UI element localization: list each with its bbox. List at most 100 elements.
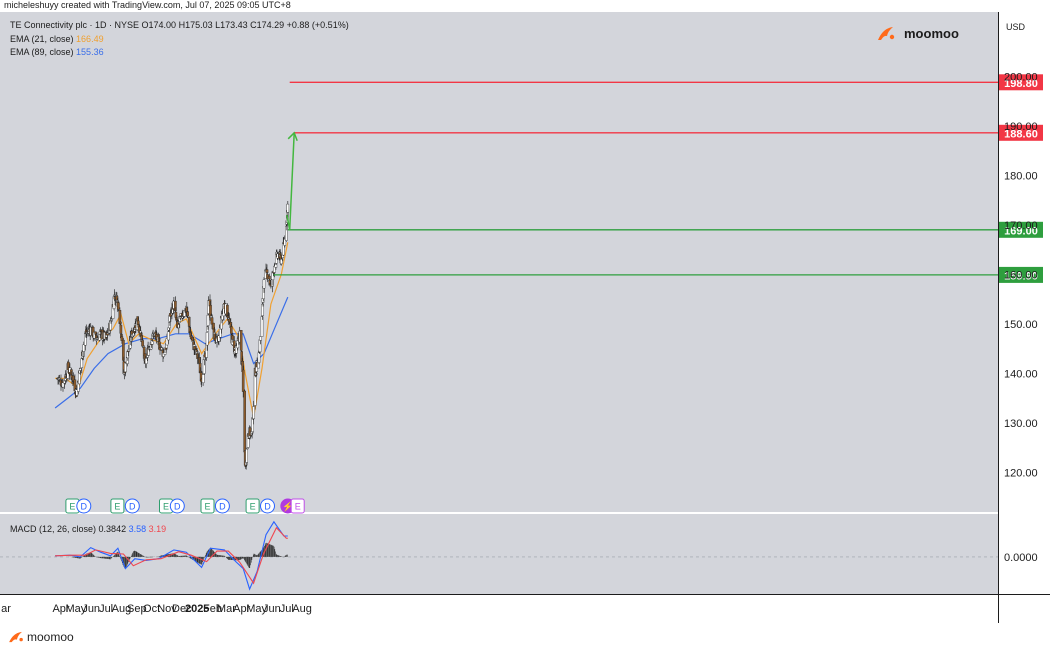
candle-body [61,382,65,388]
event-marker-label: E [250,502,256,512]
time-tick-label: Aug [112,603,132,615]
level-tag-label: 188.60 [1004,128,1038,140]
event-marker [76,498,92,514]
projection-arrow [286,131,298,230]
event-marker-label: D [129,502,136,512]
candle-body [175,317,178,320]
candle-body [280,258,283,265]
event-marker-label: D [219,502,226,512]
time-tick-label: Apr [233,603,250,615]
legend-ema21-value: 166.49 [76,34,104,44]
time-axis-bg [0,595,998,623]
time-tick-label: Oct [143,603,160,615]
event-marker-label: D [264,502,271,512]
price-tick-label: 130.00 [1004,418,1038,430]
candle-body [201,373,205,384]
candle-body [178,316,182,322]
time-tick-label: Aug [292,603,312,615]
candle-body [193,346,197,350]
macd-line [55,520,288,591]
time-tick-label: Nov [157,603,177,615]
event-marker-label: D [174,502,181,512]
event-marker [169,498,185,514]
candle-body [210,317,214,325]
candle-body [67,361,70,371]
event-marker-label: E [295,502,301,512]
candle-body [206,326,209,332]
candle-body [122,339,125,361]
event-marker [214,498,230,514]
candle-body [186,311,190,317]
time-axis: ar AprMayJunJulAugSepOctNovDec2025FebMarA… [1,603,312,615]
main-panel-bg [0,12,998,512]
candle-body [175,319,179,322]
event-marker [290,498,305,514]
candle-body [234,345,238,354]
price-tick-label: 200.00 [1004,71,1038,83]
time-tick-label: Sep [127,603,147,615]
chart-credit: micheleshuyy created with TradingView.co… [4,0,291,10]
projection-path [286,132,295,230]
candle-body [194,347,198,350]
candle-body [239,330,243,351]
time-tick-label: Jul [99,603,113,615]
level-tag [999,221,1043,238]
level-tag-label: 169.00 [1004,225,1038,237]
candle-body [167,331,170,341]
candle-body [206,314,210,326]
candle-body [80,358,84,369]
level-tag [999,74,1043,91]
event-marker [110,498,125,514]
candle-body [178,316,182,319]
price-axis: 120.00 130.00 140.00 150.00 160.00 170.00 180.… [1004,71,1038,564]
candle-body [227,318,231,322]
candle-body [260,316,264,337]
time-tick-label: Dec [172,603,192,615]
event-marker-label: E [163,502,169,512]
candle-body [286,203,290,213]
candle-body [141,340,145,347]
price-levels: 198.80 188.60 169.00 159.90 [273,74,1043,283]
candle-body [221,313,224,321]
event-marker-label: D [81,502,88,512]
macd-series [0,520,998,591]
time-tick-label: Feb [203,603,222,615]
candle-body [254,372,258,376]
time-tick-label: Mar [217,603,236,615]
price-tick-label: 180.00 [1004,170,1038,182]
level-tag-label: 159.90 [1004,270,1038,282]
legend-macd-label: MACD (12, 26, close) [10,524,96,534]
projection-arrowhead [287,131,298,142]
time-tick-label: ar [1,603,11,615]
event-marker [200,498,215,514]
footer-brand-text: moomoo [27,630,74,644]
candle-body [124,362,127,373]
candle-body [70,369,73,375]
level-tag [999,124,1043,141]
legend-ema89: EMA (89, close) 155.36 [10,47,104,57]
event-marker-label: ⚡ [282,501,293,513]
candle-body [285,225,288,241]
time-tick-label: May [246,603,267,615]
footer-brand: moomoo [8,630,74,644]
moomoo-watermark: moomoo [878,26,959,41]
currency-label: USD [1006,22,1026,32]
event-marker-label: E [69,502,75,512]
price-tick-label: 150.00 [1004,319,1038,331]
macd-signal-line [55,526,288,585]
candle-body [162,352,165,357]
legend-macd-signal: 3.19 [149,524,167,534]
candle-body [119,324,123,334]
price-tick-label: 170.00 [1004,220,1038,232]
candle-body [168,322,171,329]
candle-body [252,406,255,419]
time-tick-label: Jul [280,603,294,615]
event-marker [124,498,140,514]
candle-body [144,358,148,364]
candle-body [268,275,271,280]
macd-tick-label: 0.0000 [1004,552,1038,564]
price-tick-label: 140.00 [1004,368,1038,380]
candle-body [262,279,266,289]
price-tick-label: 120.00 [1004,467,1038,479]
